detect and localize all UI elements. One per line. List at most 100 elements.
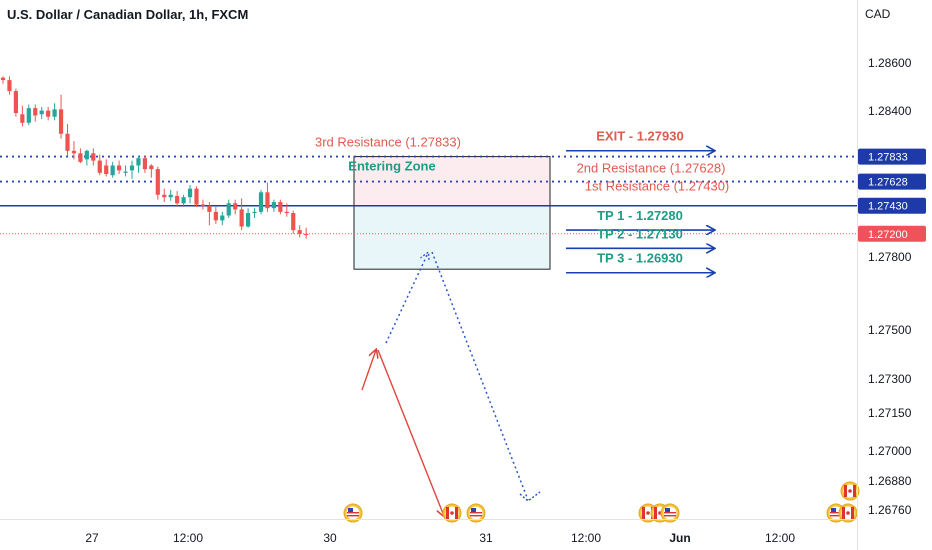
currency-label: CAD (865, 7, 891, 21)
tag-box (858, 197, 926, 214)
y-tick-label: 1.27500 (868, 323, 912, 337)
candle-body (123, 171, 128, 173)
flag-band (851, 507, 854, 519)
x-tick-label: 12:00 (173, 531, 203, 545)
flag-canton (831, 508, 836, 512)
tag-text: 1.27628 (868, 177, 908, 189)
maple-leaf (848, 489, 852, 493)
x-tick-label: Jun (669, 531, 690, 545)
candle-body (110, 165, 115, 176)
candle-body (33, 108, 38, 116)
red-arrow-down (377, 349, 444, 516)
dotted-arrow-head (519, 491, 541, 502)
entry-zone-lower (353, 205, 551, 270)
y-tick-label: 1.27000 (868, 444, 912, 458)
flag-band (844, 485, 847, 497)
resistance-label: 2nd Resistance (1.27628) (577, 161, 726, 176)
ca-flag-icon[interactable] (840, 481, 860, 501)
candle-body (278, 202, 283, 212)
us-flag-icon[interactable] (466, 503, 486, 523)
price-level-tag: 1.27833 (858, 148, 926, 165)
maple-leaf (846, 511, 850, 515)
candle-body (71, 150, 77, 154)
candle-body (239, 209, 244, 227)
y-tick-label: 1.27300 (868, 372, 912, 386)
us-flag-icon[interactable] (343, 503, 363, 523)
candle-body (233, 203, 238, 210)
chart-title: U.S. Dollar / Canadian Dollar, 1h, FXCM (7, 7, 249, 22)
candle-body (220, 215, 225, 221)
candle-body (252, 211, 257, 214)
flag-stripe (470, 512, 482, 514)
candle-body (97, 160, 102, 173)
target-label: TP 3 - 1.26930 (597, 251, 683, 266)
candle-body (129, 165, 135, 171)
candle-body (175, 195, 180, 204)
flag-stripe (664, 515, 676, 517)
candle-body (26, 108, 31, 123)
y-tick-label: 1.28600 (868, 56, 912, 70)
ca-flag-icon[interactable] (838, 503, 858, 523)
candle-body (149, 165, 154, 170)
x-tick-label: 12:00 (571, 531, 601, 545)
target-label: TP 1 - 1.27280 (597, 208, 683, 223)
tag-box (858, 148, 926, 165)
tag-text: 1.27430 (868, 201, 908, 213)
candle-body (65, 133, 70, 151)
candle-body (162, 194, 167, 198)
flag-band (654, 507, 657, 519)
candle-body (168, 194, 173, 198)
candle-body (0, 77, 6, 81)
flag-stripe (830, 512, 842, 514)
flag-band (446, 507, 449, 519)
entering-zone-label: Entering Zone (348, 158, 435, 173)
candle-body (20, 114, 25, 123)
y-tick-label: 1.27150 (868, 406, 912, 420)
tag-box (858, 225, 926, 242)
price-level-tag: 1.27430 (858, 197, 926, 214)
y-tick-label: 1.27800 (868, 250, 912, 264)
last-price-tag: 1.27200 (858, 225, 926, 242)
candle-body (291, 213, 296, 231)
dotted-arrow-down (431, 251, 529, 501)
tag-box (858, 173, 926, 190)
resistance-label: 3rd Resistance (1.27833) (315, 135, 461, 150)
flag-stripe (347, 512, 359, 514)
flag-stripe (664, 512, 676, 514)
candle-body (258, 192, 264, 212)
candle-body (58, 109, 64, 134)
price-level-tag: 1.27628 (858, 173, 926, 190)
flag-band (853, 485, 856, 497)
candle-body (136, 158, 141, 166)
tag-text: 1.27833 (868, 152, 908, 164)
candle-body (104, 165, 109, 175)
candle-body (226, 203, 231, 216)
flag-canton (348, 508, 353, 512)
maple-leaf (450, 511, 454, 515)
resistance-label: 1st Resistance (1.27430) (585, 179, 730, 194)
candle-body (265, 192, 270, 209)
flag-stripe (470, 515, 482, 517)
x-tick-label: 30 (323, 531, 337, 545)
flag-band (842, 507, 845, 519)
candle-body (52, 109, 57, 117)
flag-band (455, 507, 458, 519)
candle-body (207, 205, 212, 212)
candle-body (39, 110, 44, 115)
target-label: EXIT - 1.27930 (596, 129, 683, 144)
us-flag-icon[interactable] (660, 503, 680, 523)
candle-body (7, 80, 12, 92)
tag-text: 1.27200 (868, 229, 908, 241)
candle-body (297, 230, 302, 234)
candle-body (84, 150, 89, 160)
candle-body (200, 204, 206, 206)
candle-body (78, 153, 83, 162)
dotted-arrow-up (385, 253, 428, 344)
ca-flag-icon[interactable] (442, 503, 462, 523)
flag-stripe (830, 515, 842, 517)
x-tick-label: 31 (479, 531, 493, 545)
maple-leaf (646, 511, 650, 515)
candle-body (187, 188, 193, 198)
candle-body (46, 110, 51, 117)
